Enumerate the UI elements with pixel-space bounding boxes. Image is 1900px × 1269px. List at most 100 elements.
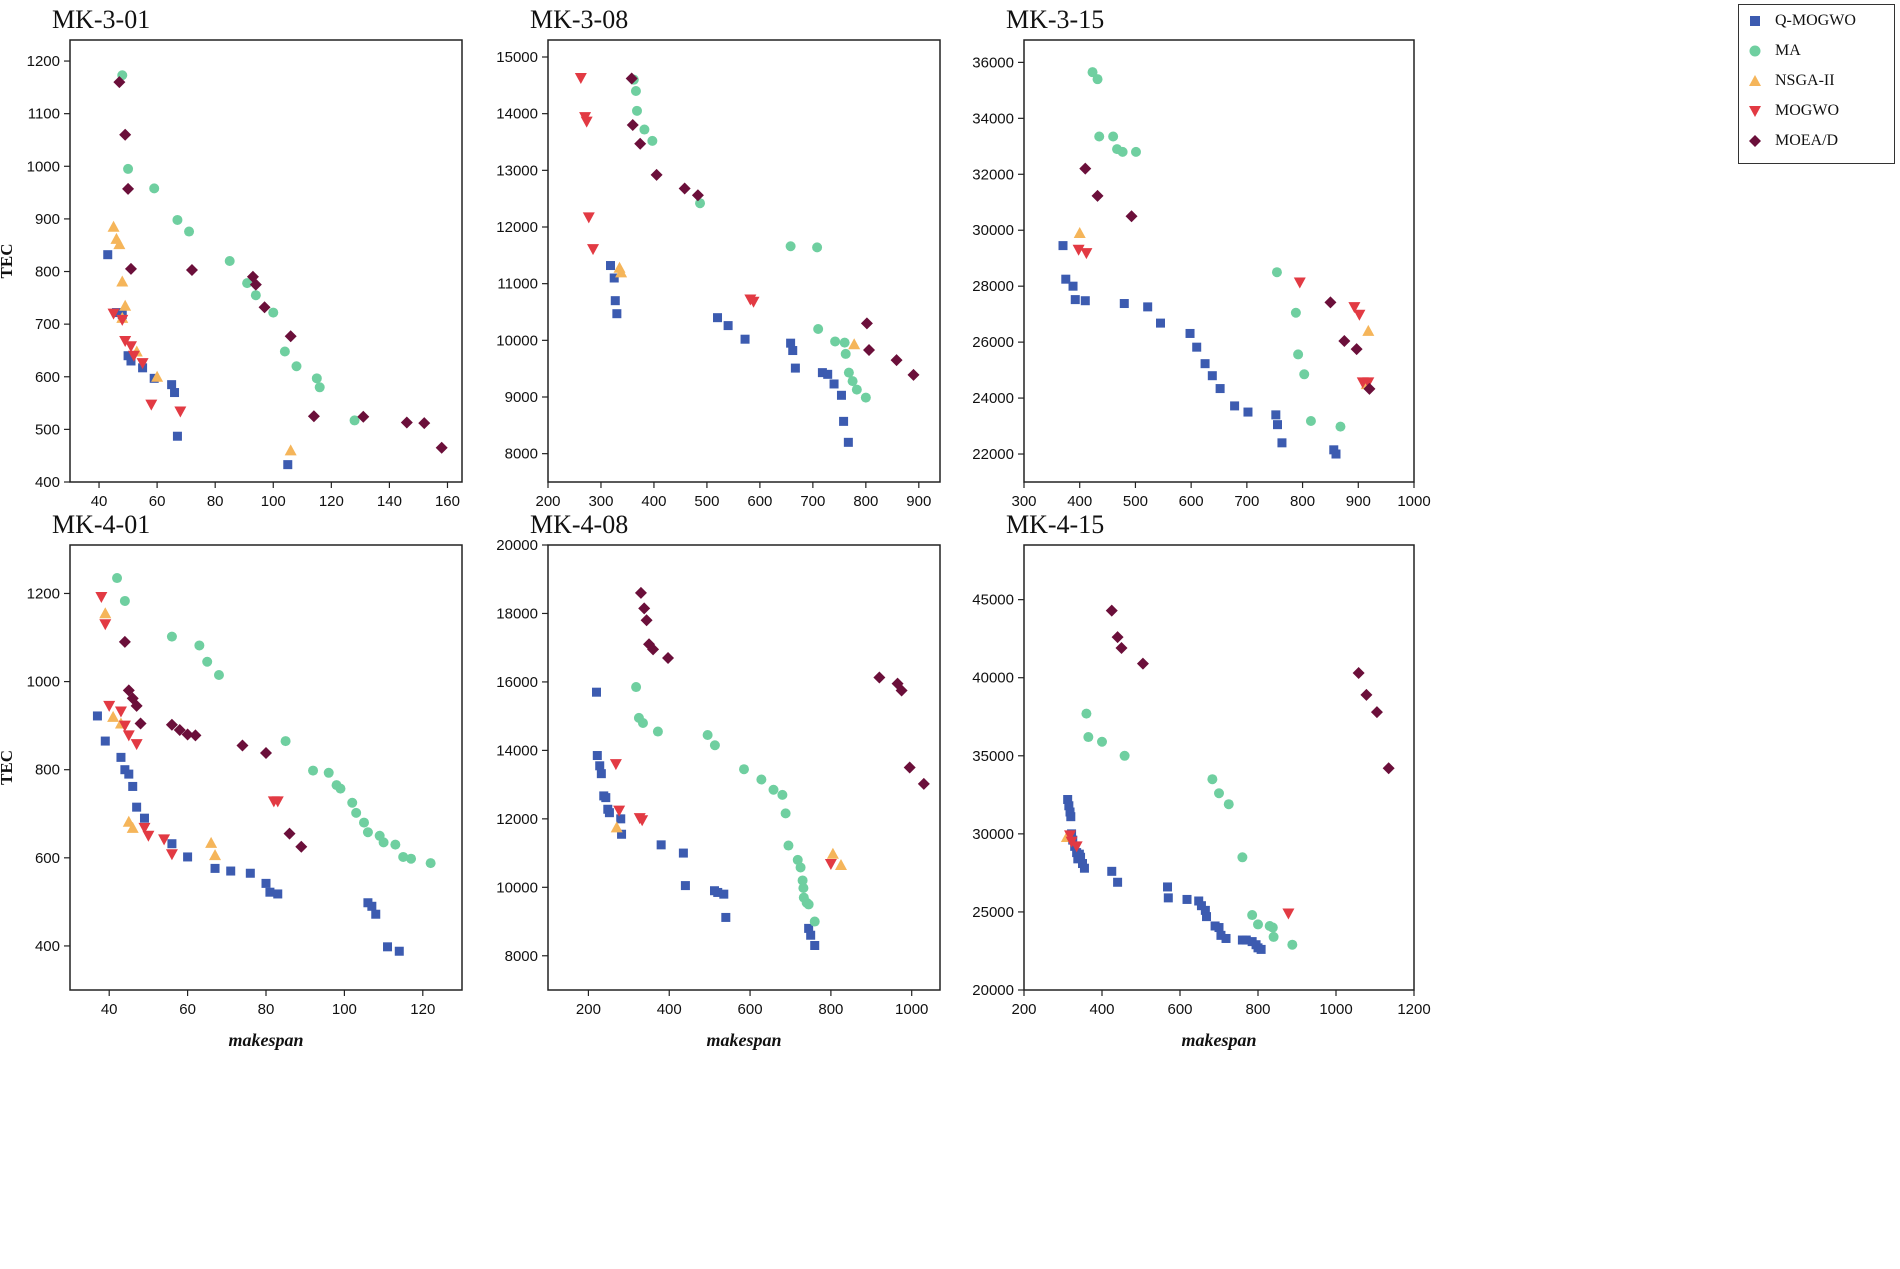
legend-label: MOEA/D xyxy=(1775,132,1839,149)
y-tick-label: 30000 xyxy=(972,826,1014,843)
data-point-q-mogwo xyxy=(116,752,126,762)
data-point-mogwo xyxy=(174,406,187,418)
data-point-ma xyxy=(639,124,650,135)
data-point-moea-d xyxy=(165,718,178,731)
data-point-mogwo xyxy=(99,619,112,631)
data-point-q-mogwo xyxy=(1216,930,1226,940)
data-point-ma xyxy=(123,163,134,174)
data-point-ma xyxy=(349,415,360,426)
data-point-mogwo xyxy=(824,859,837,871)
data-point-moea-d xyxy=(1136,657,1149,670)
data-point-ma xyxy=(840,348,851,359)
data-point-q-mogwo xyxy=(1192,342,1202,352)
data-point-moea-d xyxy=(1125,210,1138,223)
x-tick-label: 120 xyxy=(410,1001,435,1018)
data-point-ma xyxy=(830,336,841,347)
x-tick-label: 200 xyxy=(535,493,560,510)
y-tick-label: 11000 xyxy=(497,276,538,293)
y-tick-label: 10000 xyxy=(496,879,538,896)
data-point-mogwo xyxy=(145,399,158,411)
data-point-ma xyxy=(184,226,195,237)
data-point-q-mogwo xyxy=(1078,859,1087,869)
data-point-ma xyxy=(1223,799,1234,810)
x-tick-label: 400 xyxy=(1089,1001,1114,1018)
data-point-q-mogwo xyxy=(595,761,605,771)
data-point-q-mogwo xyxy=(1076,852,1086,862)
data-point-nsga-ii xyxy=(834,859,847,871)
x-tick-label: 800 xyxy=(853,493,878,510)
y-tick-label: 600 xyxy=(35,850,60,867)
data-point-nsga-ii xyxy=(1362,324,1375,336)
data-point-ma xyxy=(166,631,177,642)
legend-label: Q-MOGWO xyxy=(1775,12,1856,29)
data-point-nsga-ii xyxy=(1073,227,1086,239)
data-point-moea-d xyxy=(638,602,651,615)
data-point-ma xyxy=(398,851,409,862)
data-point-ma xyxy=(242,278,253,289)
data-point-ma xyxy=(1287,939,1298,950)
y-tick-label: 9000 xyxy=(505,389,538,406)
chart-title: MK-3-15 xyxy=(1006,5,1104,34)
data-point-q-mogwo xyxy=(167,380,177,390)
data-point-q-mogwo xyxy=(616,814,626,824)
y-tick-label: 34000 xyxy=(972,110,1014,127)
y-tick-label: 24000 xyxy=(972,390,1014,407)
data-point-q-mogwo xyxy=(1113,877,1123,887)
x-tick-label: 1000 xyxy=(895,1001,928,1018)
x-tick-label: 800 xyxy=(1245,1001,1270,1018)
data-point-q-mogwo xyxy=(1163,882,1173,892)
data-point-q-mogwo xyxy=(1058,241,1068,251)
x-axis-label: makespan xyxy=(228,1030,303,1050)
y-tick-label: 18000 xyxy=(496,605,538,622)
plot-frame xyxy=(1023,39,1415,483)
data-point-ma xyxy=(795,862,806,873)
data-point-nsga-ii xyxy=(126,821,139,833)
data-point-q-mogwo xyxy=(612,309,622,319)
data-point-ma xyxy=(798,882,809,893)
data-point-q-mogwo xyxy=(740,334,750,344)
data-point-ma xyxy=(839,337,850,348)
data-point-mogwo xyxy=(1070,841,1083,853)
data-point-mogwo xyxy=(1362,377,1375,389)
data-point-q-mogwo xyxy=(170,388,180,398)
data-point-ma xyxy=(1130,146,1141,157)
data-point-ma xyxy=(631,682,642,693)
data-point-ma xyxy=(1290,307,1301,318)
legend-label: MA xyxy=(1775,42,1801,59)
legend-label: MOGWO xyxy=(1775,102,1839,119)
data-point-q-mogwo xyxy=(1068,281,1078,291)
y-tick-label: 1000 xyxy=(27,158,60,175)
data-point-q-mogwo xyxy=(1221,933,1231,943)
data-point-q-mogwo xyxy=(1331,449,1341,459)
data-point-nsga-ii xyxy=(107,220,120,232)
data-point-ma xyxy=(194,640,205,651)
data-point-ma xyxy=(797,875,808,886)
y-tick-label: 14000 xyxy=(496,106,538,123)
data-point-nsga-ii xyxy=(99,607,112,619)
data-point-mogwo xyxy=(114,706,127,718)
data-point-q-mogwo xyxy=(1061,274,1071,284)
x-tick-label: 120 xyxy=(319,493,344,510)
y-tick-label: 32000 xyxy=(972,166,1014,183)
data-point-mogwo xyxy=(271,796,284,808)
data-point-q-mogwo xyxy=(283,460,293,470)
y-tick-label: 700 xyxy=(35,316,60,333)
x-tick-label: 40 xyxy=(91,493,108,510)
data-point-ma xyxy=(631,105,642,116)
data-point-moea-d xyxy=(1111,631,1124,644)
data-point-moea-d xyxy=(400,416,413,429)
data-point-moea-d xyxy=(260,746,272,759)
x-tick-label: 100 xyxy=(261,493,286,510)
data-point-mogwo xyxy=(130,739,143,751)
y-tick-label: 28000 xyxy=(972,278,1014,295)
data-point-nsga-ii xyxy=(113,238,126,250)
chart-panel-mk-4-08: MK-4-08 200 400 600 800 1000 8000 10000 12000 140… xyxy=(496,510,941,1050)
data-point-nsga-ii xyxy=(116,275,129,287)
data-point-ma xyxy=(1271,267,1282,278)
data-point-q-mogwo xyxy=(124,769,134,779)
data-point-mogwo xyxy=(1348,302,1361,314)
data-point-moea-d xyxy=(634,137,647,150)
legend-item-ma: MA xyxy=(1747,39,1801,63)
data-point-q-mogwo xyxy=(804,923,814,933)
diamond-marker-icon xyxy=(1749,135,1761,147)
